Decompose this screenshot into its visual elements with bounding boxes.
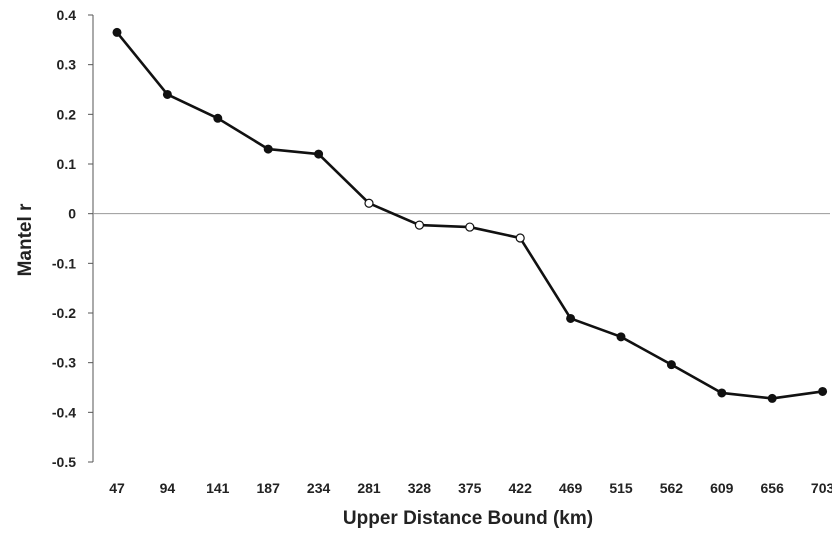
- x-tick-label: 656: [761, 480, 785, 496]
- x-tick-label: 187: [257, 480, 281, 496]
- x-tick-label: 94: [160, 480, 176, 496]
- y-tick-label: 0.3: [57, 57, 77, 73]
- x-tick-label: 375: [458, 480, 482, 496]
- data-point-open: [414, 220, 424, 230]
- x-axis-title: Upper Distance Bound (km): [343, 508, 593, 529]
- data-point-filled: [112, 27, 122, 37]
- y-tick-label: -0.5: [52, 454, 76, 470]
- y-tick-label: -0.3: [52, 355, 76, 371]
- x-tick-label: 328: [408, 480, 432, 496]
- x-tick-label: 609: [710, 480, 734, 496]
- y-axis-ticks: 0.4 0.3 0.2 0.1 0 -0.1 -0.2 -0.3 -0.4 -0.5: [52, 7, 93, 470]
- x-tick-label: 422: [509, 480, 533, 496]
- y-tick-label: -0.1: [52, 255, 76, 271]
- data-point-filled: [616, 332, 626, 342]
- data-point-filled: [767, 393, 777, 403]
- data-point-open: [364, 198, 374, 208]
- x-tick-label: 141: [206, 480, 230, 496]
- data-point-filled: [263, 144, 273, 154]
- series-line: [115, 31, 823, 400]
- x-tick-label: 515: [609, 480, 633, 496]
- data-point-filled: [566, 313, 576, 323]
- x-tick-label: 47: [109, 480, 125, 496]
- y-tick-label: 0.2: [57, 106, 77, 122]
- data-point-filled: [818, 386, 828, 396]
- data-point-filled: [717, 388, 727, 398]
- x-tick-label: 562: [660, 480, 684, 496]
- y-tick-label: -0.2: [52, 305, 76, 321]
- x-tick-label: 234: [307, 480, 331, 496]
- y-tick-label: 0: [68, 206, 76, 222]
- x-tick-label: 469: [559, 480, 583, 496]
- data-point-open: [515, 233, 525, 243]
- y-tick-label: 0.1: [57, 156, 77, 172]
- y-axis-title: Mantel r: [15, 203, 36, 276]
- data-points: [112, 27, 828, 403]
- x-axis-ticks: 47 94 141 187 234 281 328 375 422 469 515 562 609 656…: [109, 480, 832, 496]
- x-tick-label: 703: [811, 480, 832, 496]
- y-tick-label: 0.4: [57, 7, 77, 23]
- data-point-filled: [314, 149, 324, 159]
- data-point-filled: [162, 89, 172, 99]
- data-point-filled: [213, 113, 223, 123]
- data-point-open: [465, 222, 475, 232]
- x-tick-label: 281: [357, 480, 381, 496]
- y-tick-label: -0.4: [52, 404, 76, 420]
- data-point-filled: [666, 360, 676, 370]
